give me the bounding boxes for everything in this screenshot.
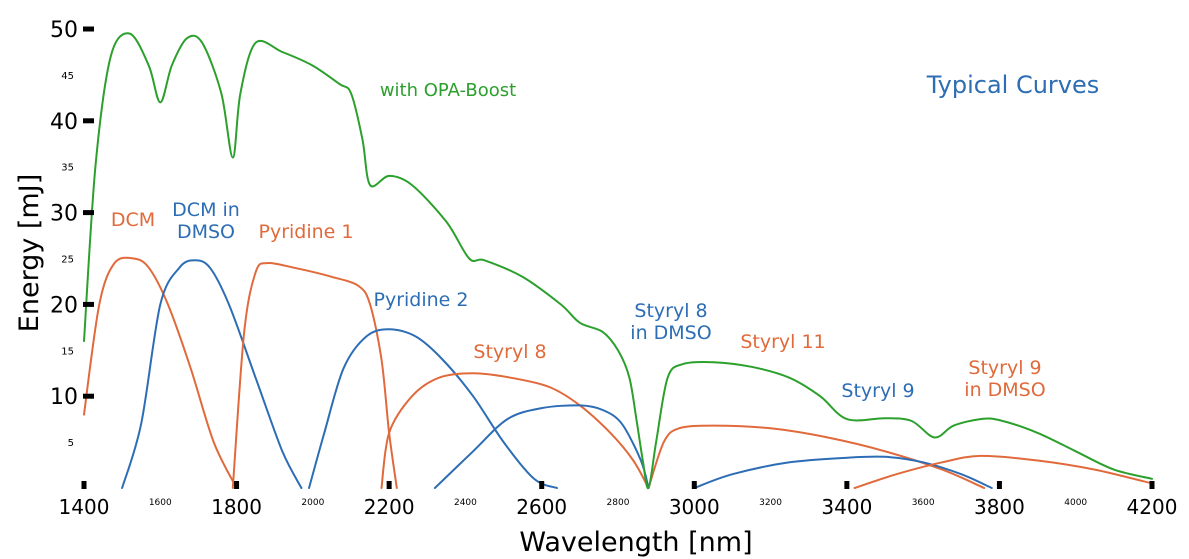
series-label-styryl-11: Styryl 11 [740, 331, 825, 353]
x-minor-tick-label: 2800 [607, 498, 630, 508]
series-line-pyridine-1 [231, 262, 398, 489]
x-tick-label: 1800 [211, 495, 262, 519]
y-tick-label: 30 [50, 202, 78, 227]
series-line-styryl-8-in-dmso [433, 404, 650, 489]
x-minor-tick-label: 2400 [454, 498, 477, 508]
series-line-styryl-9-in-dmso [853, 454, 1153, 489]
x-minor-tick-label: 3600 [912, 498, 935, 508]
series-label-pyridine-2: Pyridine 2 [374, 289, 469, 311]
x-minor-tick-label: 3200 [759, 498, 782, 508]
y-tick-label: 20 [50, 293, 78, 318]
x-tick-label: 1400 [59, 495, 110, 519]
series-label-styryl-9-in-dmso: Styryl 9 in DMSO [964, 357, 1045, 401]
x-tick-label: 2200 [364, 495, 415, 519]
x-tick-label: 2600 [516, 495, 567, 519]
axes-layer: 1400 1800 2200 2600 3000 3400 3800 4200 1600 2000… [50, 18, 1177, 519]
x-minor-tick-label: 2000 [301, 498, 324, 508]
series-line-styryl-9 [693, 455, 993, 489]
x-tick-label: 3000 [669, 495, 720, 519]
labels-layer: DCM DCM in DMSO Pyridine 1 Pyridine 2 Styryl … [111, 80, 1046, 402]
y-tick-label: 10 [50, 385, 78, 410]
series-line-pyridine-2 [308, 328, 558, 489]
series-label-dcm: DCM [111, 209, 155, 231]
y-minor-tick-label: 5 [68, 438, 74, 449]
series-line-with-opa-boost [83, 32, 1153, 490]
x-tick-label: 3400 [821, 495, 872, 519]
y-minor-tick-label: 25 [61, 255, 74, 266]
series-line-styryl-11 [647, 424, 986, 489]
series-line-styryl-8 [380, 372, 650, 489]
x-minor-tick-label: 1600 [149, 498, 172, 508]
y-axis-title: Energy [mJ] [14, 174, 45, 332]
x-axis-title: Wavelength [nm] [519, 527, 752, 558]
series-label-pyridine-1: Pyridine 1 [259, 221, 354, 243]
series-line-dcm-in-dmso [121, 259, 303, 489]
x-tick-label: 4200 [1127, 495, 1178, 519]
y-tick-label: 40 [50, 110, 78, 135]
series-label-with-opa-boost: with OPA-Boost [380, 80, 516, 101]
series-label-styryl-8: Styryl 8 [473, 341, 546, 363]
typical-curves-annotation: Typical Curves [926, 71, 1100, 99]
x-tick-label: 3800 [974, 495, 1025, 519]
series-label-dcm-in-dmso: DCM in DMSO [172, 199, 240, 243]
curves-layer [83, 32, 1153, 490]
series-line-dcm [83, 256, 238, 489]
y-tick-label: 50 [50, 18, 78, 43]
x-minor-tick-label: 4000 [1064, 498, 1087, 508]
y-minor-tick-label: 15 [61, 346, 74, 357]
y-minor-tick-label: 45 [61, 71, 74, 82]
y-minor-tick-label: 35 [61, 163, 74, 174]
series-label-styryl-9: Styryl 9 [841, 380, 914, 402]
series-label-styryl-8-in-dmso: Styryl 8 in DMSO [630, 300, 711, 344]
